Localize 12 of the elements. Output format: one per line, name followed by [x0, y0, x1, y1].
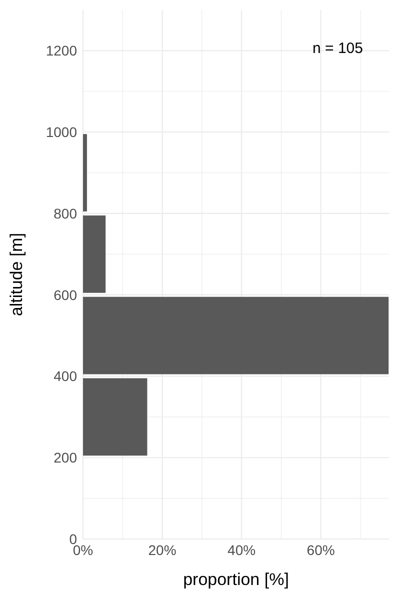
x-axis-title: proportion [%]: [183, 570, 289, 589]
y-tick-label: 800: [54, 205, 78, 222]
x-tick-label: 40%: [228, 542, 256, 558]
y-tick-label: 600: [54, 286, 78, 303]
y-tick-label: 1200: [46, 42, 78, 59]
y-tick-label: 200: [54, 450, 78, 466]
y-tick-label: 1000: [46, 124, 78, 140]
annotation: n = 105: [312, 40, 363, 57]
y-tick-label: 400: [54, 368, 78, 384]
x-tick-label: 20%: [148, 542, 176, 558]
y-axis-title: altitude [m]: [7, 232, 26, 316]
x-tick-label: 60%: [306, 542, 335, 558]
